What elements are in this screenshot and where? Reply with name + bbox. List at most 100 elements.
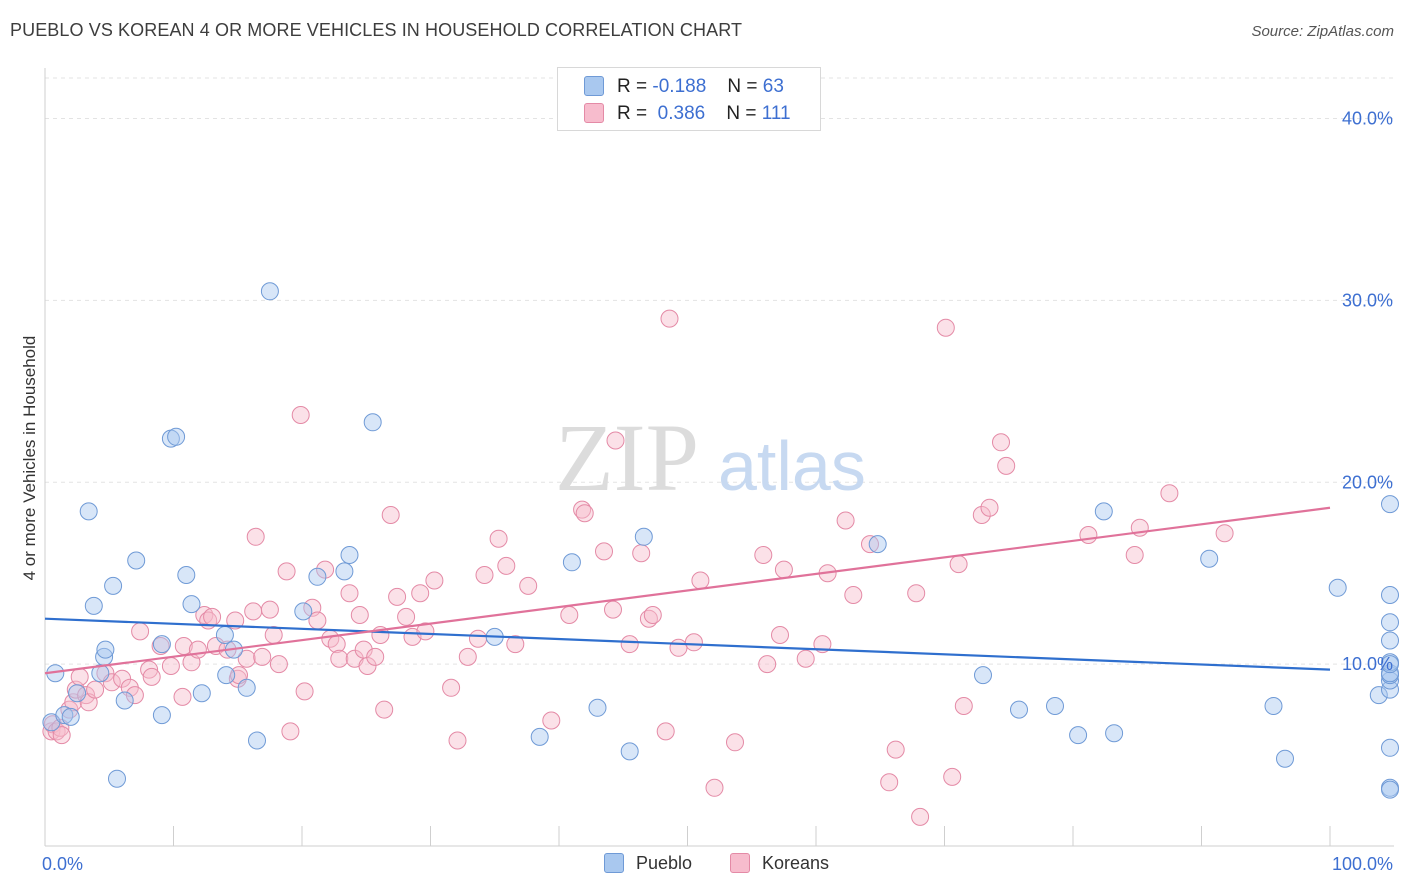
koreans-point-104 (886, 740, 905, 759)
koreans-point-92 (726, 733, 744, 752)
y-tick-label: 10.0% (1342, 654, 1393, 674)
koreans-point-21 (161, 657, 180, 675)
koreans-point-88 (669, 638, 688, 657)
koreans-point-25 (188, 640, 207, 659)
chart-title: PUEBLO VS KOREAN 4 OR MORE VEHICLES IN H… (10, 20, 743, 40)
koreans-point-53 (350, 606, 369, 624)
pueblo-point-42 (1069, 726, 1088, 745)
pueblo-point-6 (84, 596, 103, 615)
pueblo-point-45 (1200, 549, 1219, 568)
koreans-point-107 (936, 318, 955, 337)
pueblo-n-value: 63 (762, 76, 784, 97)
koreans-point-42 (281, 722, 300, 741)
pueblo-point-55 (1381, 680, 1399, 699)
koreans-point-73 (506, 635, 525, 654)
pueblo-point-51 (1381, 613, 1399, 632)
pueblo-point-11 (108, 769, 126, 788)
koreans-point-112 (980, 498, 999, 517)
trend-lines (44, 506, 1331, 675)
koreans-point-16 (125, 686, 144, 705)
pueblo-swatch (584, 76, 604, 96)
pueblo-legend-label: Pueblo (636, 853, 693, 873)
koreans-point-51 (340, 584, 359, 603)
koreans-point-111 (972, 506, 991, 524)
koreans-point-43 (291, 406, 310, 424)
pueblo-point-3 (61, 707, 80, 726)
pueblo-n-label: N = (727, 76, 758, 97)
koreans-point-97 (796, 649, 815, 668)
koreans-point-78 (575, 504, 594, 523)
pueblo-point-52 (1381, 586, 1399, 604)
pueblo-point-18 (177, 566, 196, 584)
koreans-point-58 (375, 700, 394, 719)
koreans-point-9 (77, 686, 96, 705)
source-label: Source: ZipAtlas.com (1251, 23, 1394, 40)
pueblo-point-35 (588, 698, 607, 717)
koreans-point-83 (632, 544, 651, 563)
koreans-point-101 (844, 586, 863, 604)
koreans-point-108 (943, 767, 962, 786)
koreans-point-113 (992, 433, 1010, 452)
pueblo-r-value: -0.188 (652, 76, 707, 97)
koreans-point-70 (475, 566, 494, 584)
koreans-point-110 (954, 697, 973, 715)
watermark: ZIP atlas (555, 404, 866, 511)
koreans-point-28 (203, 607, 222, 626)
x-tick-label: 100.0% (1332, 854, 1393, 874)
pueblo-point-29 (335, 562, 354, 581)
koreans-point-11 (86, 680, 105, 699)
koreans-point-55 (358, 657, 377, 675)
koreans-point-44 (295, 682, 314, 701)
pueblo-point-10 (104, 576, 123, 595)
pueblo-point-4 (68, 684, 87, 703)
koreans-point-0 (42, 722, 61, 741)
koreans-n-value: 111 (761, 103, 791, 124)
pueblo-points (42, 282, 1399, 799)
koreans-point-49 (327, 635, 346, 654)
koreans-point-63 (411, 584, 430, 603)
koreans-point-34 (237, 649, 256, 668)
axes (44, 68, 1394, 847)
koreans-point-86 (656, 722, 675, 741)
koreans-legend-label: Koreans (762, 853, 830, 873)
pueblo-point-58 (1381, 495, 1399, 514)
koreans-point-18 (140, 660, 159, 679)
koreans-point-67 (448, 731, 467, 750)
koreans-point-38 (260, 600, 279, 619)
koreans-point-60 (388, 587, 407, 606)
koreans-point-47 (316, 560, 335, 579)
pueblo-point-12 (115, 691, 134, 710)
koreans-point-94 (758, 655, 777, 674)
koreans-point-87 (660, 309, 679, 328)
koreans-point-19 (142, 667, 161, 686)
pueblo-point-53 (1381, 738, 1399, 757)
watermark-atlas: atlas (718, 427, 866, 505)
watermark-zip: ZIP (555, 404, 699, 511)
koreans-point-80 (604, 600, 622, 619)
koreans-swatch (584, 103, 604, 123)
koreans-point-90 (691, 571, 710, 590)
koreans-point-71 (489, 529, 508, 548)
pueblo-point-34 (562, 553, 581, 572)
koreans-point-72 (497, 556, 516, 575)
pueblo-point-43 (1094, 502, 1113, 521)
pueblo-point-19 (182, 595, 201, 614)
pueblo-point-38 (868, 535, 887, 554)
pueblo-point-14 (152, 706, 171, 725)
grid-lines (45, 77, 1394, 665)
pueblo-point-22 (217, 666, 236, 685)
pueblo-point-40 (1010, 700, 1028, 719)
koreans-point-65 (425, 571, 444, 590)
koreans-point-41 (277, 562, 296, 581)
pueblo-point-33 (530, 727, 549, 746)
koreans-point-95 (771, 626, 789, 644)
koreans-r-value: 0.386 (657, 103, 706, 124)
koreans-point-4 (52, 726, 71, 745)
pueblo-point-37 (634, 527, 653, 546)
koreans-point-8 (70, 667, 89, 686)
koreans-point-31 (226, 611, 245, 630)
pueblo-point-21 (215, 626, 234, 644)
pueblo-point-56 (1381, 671, 1399, 690)
koreans-point-36 (246, 527, 265, 546)
